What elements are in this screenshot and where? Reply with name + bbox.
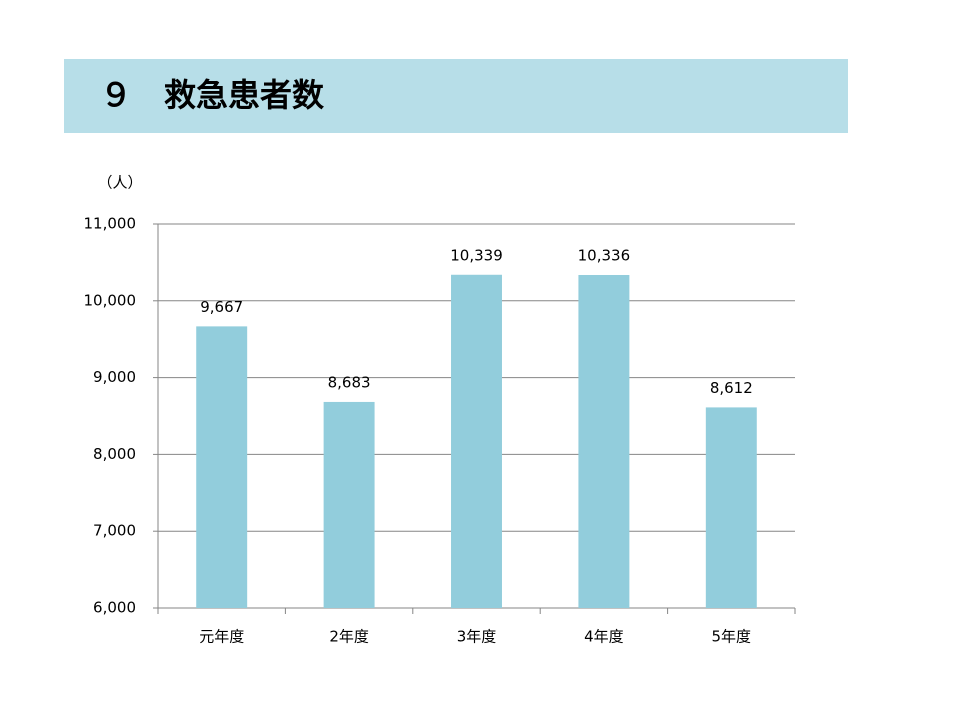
y-tick-label: 8,000: [93, 445, 136, 463]
value-label: 9,667: [200, 298, 243, 316]
x-tick-label: 3年度: [457, 628, 497, 646]
y-tick-label: 6,000: [93, 599, 136, 617]
x-tick-label: 5年度: [712, 628, 752, 646]
y-tick-label: 11,000: [84, 215, 137, 233]
y-axis-label: （人）: [97, 174, 142, 192]
y-tick-label: 9,000: [93, 368, 136, 386]
x-tick-label: 2年度: [329, 628, 369, 646]
title-banner: [64, 59, 848, 133]
bar: [578, 274, 630, 608]
value-label: 10,339: [450, 246, 503, 264]
y-tick-label: 7,000: [93, 522, 136, 540]
value-label: 8,683: [328, 373, 371, 391]
bar: [705, 407, 757, 608]
x-tick-label: 元年度: [199, 628, 244, 646]
x-tick-label: 4年度: [584, 628, 624, 646]
bar: [451, 274, 502, 608]
value-label: 10,336: [578, 246, 631, 264]
value-label: 8,612: [710, 379, 753, 397]
bar: [323, 401, 375, 608]
y-tick-label: 10,000: [84, 291, 137, 309]
chart-title: ９ 救急患者数: [100, 76, 325, 114]
bar: [196, 326, 248, 608]
